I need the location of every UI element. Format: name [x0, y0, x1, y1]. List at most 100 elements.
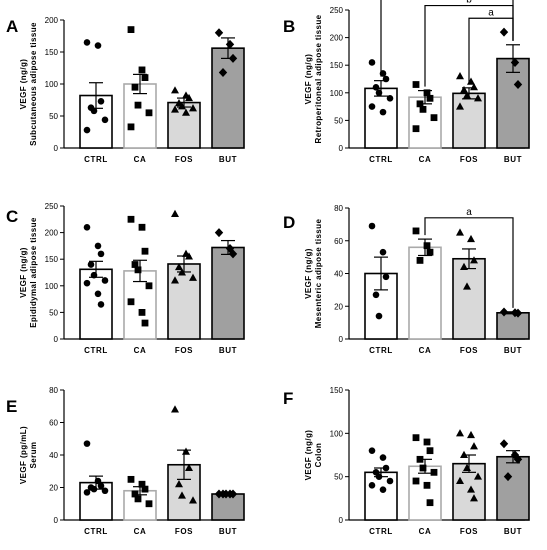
- data-point: [379, 108, 387, 116]
- panel-c: C 0 50 100 150 200 250 VEGF (ng/g) Epididymal ad…: [6, 202, 245, 355]
- y-axis-title: VEGF (ng/g): [304, 248, 313, 299]
- data-point: [426, 447, 434, 455]
- y-tick-label: 150: [45, 48, 59, 57]
- y-tick-label: 20: [334, 302, 343, 311]
- panel-f: F 0 50 100 150 VEGF (ng/g) Colon CTRL CA FOS BUT: [283, 386, 530, 536]
- x-tick-label: CTRL: [84, 155, 108, 164]
- y-tick-label: 0: [339, 516, 344, 525]
- bar: [452, 257, 486, 340]
- data-point: [171, 105, 179, 113]
- x-tick-label: FOS: [175, 155, 193, 164]
- x-tick-label: CTRL: [369, 346, 393, 355]
- data-point: [178, 491, 186, 499]
- data-point: [87, 261, 95, 268]
- y-tick-label: 200: [330, 34, 344, 43]
- y-tick-label: 0: [339, 144, 344, 153]
- data-point: [426, 499, 434, 507]
- x-tick-label: BUT: [219, 346, 237, 355]
- y-tick-label: 250: [45, 202, 59, 211]
- y-tick-label: 40: [49, 451, 58, 460]
- y-tick-label: 40: [334, 270, 343, 279]
- x-tick-label: CTRL: [369, 155, 393, 164]
- data-point: [368, 222, 376, 230]
- data-point: [138, 223, 146, 231]
- data-point: [141, 319, 149, 327]
- y-tick-label: 0: [339, 335, 344, 344]
- data-point: [97, 250, 105, 258]
- x-tick-label: CTRL: [84, 527, 108, 536]
- data-point: [94, 242, 102, 250]
- bar: [211, 493, 245, 521]
- bar: [496, 311, 530, 340]
- y-axis-title: VEGF (ng/g): [304, 430, 313, 481]
- y-axis-title: Retroperitoneal adipose tissue: [314, 14, 323, 143]
- bar: [167, 263, 201, 340]
- data-point: [513, 308, 523, 318]
- data-point: [412, 434, 420, 442]
- data-point: [412, 125, 420, 133]
- data-point: [426, 94, 434, 102]
- panel-letter: D: [283, 213, 295, 232]
- data-point: [460, 85, 468, 94]
- y-axis-title: Epididymal adipose tissue: [29, 217, 38, 328]
- data-point: [372, 291, 380, 299]
- data-point: [83, 489, 91, 496]
- x-tick-label: CTRL: [369, 527, 393, 536]
- data-point: [127, 475, 135, 483]
- data-point: [214, 228, 224, 238]
- x-tick-label: FOS: [175, 346, 193, 355]
- data-point: [90, 485, 98, 493]
- significance-bracket: [468, 17, 514, 84]
- data-point: [171, 276, 179, 284]
- x-tick-label: BUT: [504, 527, 522, 536]
- y-tick-label: 0: [54, 144, 59, 153]
- y-tick-label: 0: [54, 516, 59, 525]
- data-point: [138, 66, 146, 74]
- significance-label: a: [466, 207, 472, 218]
- data-point: [499, 439, 509, 449]
- y-tick-label: 80: [49, 386, 58, 395]
- data-point: [145, 500, 153, 508]
- data-point: [171, 209, 179, 217]
- data-point: [510, 57, 520, 67]
- data-point: [382, 75, 390, 83]
- data-point: [131, 261, 139, 268]
- data-point: [127, 123, 135, 131]
- data-point: [141, 74, 149, 81]
- panel-e: E 0 20 40 60 80 VEGF (pg/mL) Serum CTRL CA FOS BUT: [6, 386, 245, 536]
- y-tick-label: 50: [334, 116, 343, 125]
- data-point: [171, 405, 179, 413]
- data-point: [97, 301, 105, 308]
- data-point: [467, 234, 475, 243]
- data-point: [467, 430, 475, 439]
- data-point: [513, 80, 523, 90]
- data-point: [460, 450, 468, 458]
- data-point: [221, 489, 231, 499]
- data-point: [228, 489, 238, 499]
- data-point: [175, 262, 183, 271]
- y-axis-title: VEGF (ng/g): [19, 247, 28, 298]
- data-point: [470, 256, 478, 264]
- data-point: [474, 472, 482, 480]
- y-axis-title: Colon: [314, 443, 323, 468]
- y-axis-title: Serum: [29, 442, 38, 469]
- data-point: [423, 481, 431, 489]
- data-point: [83, 223, 91, 231]
- data-point: [138, 309, 146, 316]
- data-point: [178, 102, 186, 110]
- bar: [452, 92, 486, 149]
- y-tick-label: 50: [49, 112, 58, 121]
- y-tick-label: 250: [330, 6, 344, 15]
- bar: [211, 246, 245, 340]
- x-tick-label: BUT: [219, 527, 237, 536]
- data-point: [460, 262, 468, 270]
- panel-a: A 0 50 100 150 200 VEGF (ng/g) Subcutaneous adi…: [6, 16, 245, 164]
- data-point: [368, 59, 376, 66]
- data-point: [430, 468, 438, 476]
- x-tick-label: FOS: [460, 527, 478, 536]
- data-point: [474, 94, 482, 102]
- y-tick-label: 100: [330, 429, 344, 438]
- data-point: [368, 103, 376, 110]
- data-point: [127, 215, 135, 223]
